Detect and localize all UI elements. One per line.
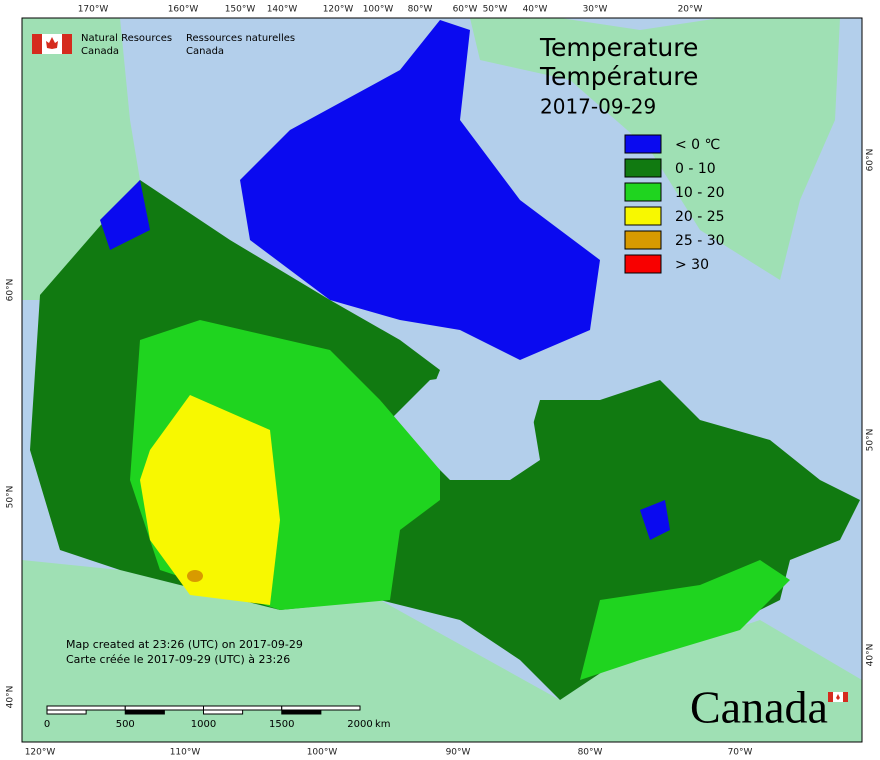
org-fr: Canada [186,46,224,57]
graticule-label: 70°W [728,748,753,758]
scale-segment [124,709,165,715]
scale-segment [46,709,87,715]
note: Carte créée le 2017-09-29 (UTC) à 23:26 [66,653,290,666]
graticule-label: 140°W [267,5,298,15]
graticule-label: 50°N [866,429,876,452]
nrcan-flag [32,34,72,54]
legend-label: < 0 ℃ [675,137,720,153]
legend-label: > 30 [675,257,709,273]
graticule-label: 40°N [866,644,876,667]
scale-label: 0 [44,719,50,730]
graticule-label: 50°N [6,486,16,509]
graticule-label: 100°W [307,748,338,758]
graticule-label: 170°W [78,5,109,15]
scale-label: 2000 [347,719,372,730]
graticule-label: 60°N [866,149,876,172]
scale-segment [281,705,361,711]
arctic-islands [240,20,600,360]
graticule-label: 90°W [446,748,471,758]
scale-segment [46,705,126,711]
org-en: Canada [81,46,119,57]
legend-label: 0 - 10 [675,161,716,177]
yukon-cold [100,180,150,250]
legend-label: 25 - 30 [675,233,725,249]
org-fr: Ressources naturelles [186,33,295,44]
graticule-label: 150°W [225,5,256,15]
graticule-label: 100°W [363,5,394,15]
scale-label: 1000 [191,719,216,730]
org-en: Natural Resources [81,33,172,44]
alaska [22,18,140,300]
legend-swatch [624,182,662,202]
graticule-label: 30°W [583,5,608,15]
wordmark: Canada [690,682,828,733]
graticule-label: 80°W [408,5,433,15]
title-date: 2017-09-29 [540,95,656,119]
graticule-label: 60°W [453,5,478,15]
graticule-label: 50°W [483,5,508,15]
legend-swatch [624,134,662,154]
legend-swatch [624,254,662,274]
scale-segment [203,705,283,711]
title: Température [539,62,698,91]
scale-unit: km [375,719,391,730]
hot-zone [187,570,203,582]
scale-label: 500 [116,719,135,730]
warm-zone [140,395,280,605]
scale-label: 1500 [269,719,294,730]
graticule-label: 120°W [25,748,56,758]
map-frame [21,17,863,743]
legend-label: 10 - 20 [675,185,725,201]
united-states [22,560,862,742]
legend-swatch [624,158,662,178]
scale-segment [203,709,244,715]
graticule-label: 160°W [168,5,199,15]
legend-label: 20 - 25 [675,209,725,225]
graticule-label: 40°N [6,686,16,709]
graticule-label: 40°W [523,5,548,15]
graticule-label: 60°N [6,279,16,302]
quebec-cold [640,500,670,540]
legend-swatch [624,230,662,250]
graticule-label: 80°W [578,748,603,758]
scale-segment [124,705,204,711]
title: Temperature [539,33,698,62]
graticule-label: 20°W [678,5,703,15]
east-zone [580,560,790,680]
graticule-label: 120°W [323,5,354,15]
legend-swatch [624,206,662,226]
scale-segment [281,709,322,715]
graticule-label: 110°W [170,748,201,758]
hudson-bay [390,370,540,480]
note: Map created at 23:26 (UTC) on 2017-09-29 [66,638,303,651]
wordmark-flag [828,692,848,702]
